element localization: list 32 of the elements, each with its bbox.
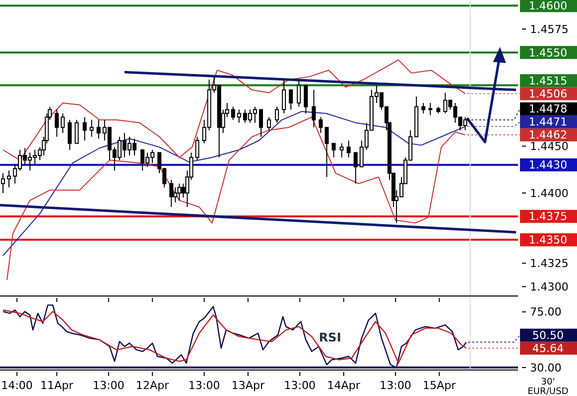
data-label: 1.4462 (528, 128, 568, 142)
ref-line-label: 1.4515 (528, 74, 568, 88)
x-tick-label: 15Apr (422, 379, 456, 392)
y-tick-label: 1.4575 (530, 22, 568, 36)
x-tick-label: 14:00 (1, 379, 33, 392)
data-label: 45.64 (532, 342, 564, 356)
text: 30' (541, 378, 555, 388)
x-tick-label: 13:00 (92, 379, 124, 392)
ref-line-label: 1.4375 (528, 210, 568, 224)
x-tick-label: 13:00 (188, 379, 220, 392)
annotation: 1.4478 (528, 102, 568, 116)
x-tick-label: 13:00 (380, 379, 412, 392)
y-tick-label: 1.4325 (530, 257, 568, 270)
x-tick-label: 13:00 (284, 379, 316, 392)
data-label: 50.50 (532, 329, 564, 342)
annotation: RSI (318, 330, 342, 344)
ref-line-label: 1.4600 (528, 0, 568, 12)
text: EUR/USD (528, 387, 568, 396)
y-tick-label: 30.00 (530, 361, 562, 374)
x-tick-label: 11Apr (40, 379, 74, 392)
y-tick-label: 1.4400 (530, 186, 568, 200)
x-tick-label: 12Apr (136, 379, 170, 392)
y-tick-label: 1.4300 (530, 280, 568, 294)
y-tick-label: 1.4450 (530, 140, 568, 153)
data-label: 1.4506 (528, 88, 568, 101)
x-tick-label: 13Apr (232, 379, 266, 392)
ref-line-label: 1.4350 (528, 234, 568, 247)
data-label: 1.4471 (528, 116, 568, 129)
ref-line-label: 1.4550 (528, 46, 568, 60)
y-tick-label: 75.00 (530, 306, 562, 319)
ref-line-label: 1.4430 (528, 158, 568, 172)
x-tick-label: 14Apr (327, 379, 361, 392)
